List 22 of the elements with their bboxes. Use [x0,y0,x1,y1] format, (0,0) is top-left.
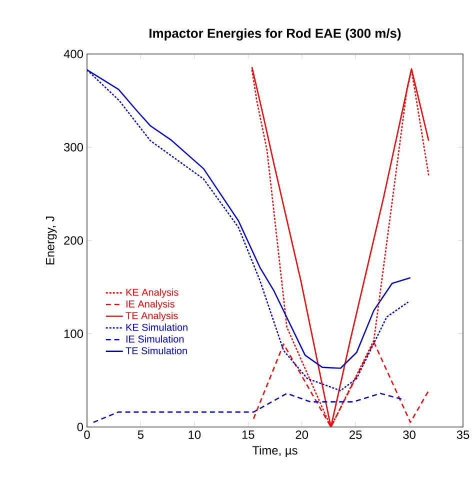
legend-label: TE Analysis [126,312,178,322]
x-tick-label: 0 [84,430,90,439]
x-axis-title: Time, µs [252,446,298,457]
y-axis-title: Energy, J [46,216,57,264]
x-tick-label: 10 [188,430,201,439]
chart-title: Impactor Energies for Rod EAE (300 m/s) [150,28,401,41]
x-tick-label: 5 [138,430,144,439]
x-tick-label: 35 [456,430,470,439]
x-tick-label: 20 [296,430,308,439]
x-tick-label: 15 [242,430,254,439]
x-tick-label: 25 [350,430,362,439]
legend-label: KE Analysis [126,288,178,298]
y-tick-label: 300 [64,143,84,152]
y-tick-label: 100 [64,330,84,338]
legend-label: IE Simulation [126,335,184,343]
x-tick-label: 30 [403,430,416,439]
legend-label: KE Simulation [126,324,188,331]
y-tick-label: 200 [64,236,84,245]
y-tick-label: 0 [77,422,84,432]
legend-label: TE Simulation [126,346,187,354]
legend-label: IE Analysis [126,300,174,310]
y-tick-label: 400 [64,50,84,58]
